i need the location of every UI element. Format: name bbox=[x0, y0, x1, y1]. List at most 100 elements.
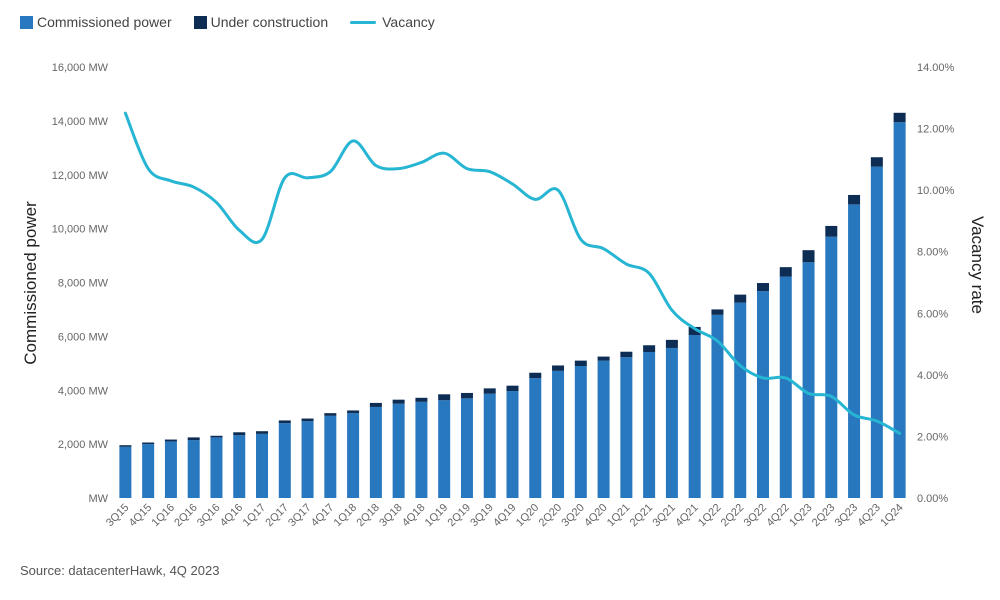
bar-commissioned-power bbox=[324, 415, 337, 498]
x-tick-label: 4Q23 bbox=[855, 502, 883, 530]
bar-under-construction bbox=[756, 283, 769, 292]
bar-commissioned-power bbox=[779, 276, 792, 498]
bar-commissioned-power bbox=[142, 444, 155, 498]
bar-under-construction bbox=[711, 309, 724, 315]
bar-commissioned-power bbox=[483, 393, 496, 498]
right-tick-label: 14.00% bbox=[917, 62, 955, 74]
bar-commissioned-power bbox=[848, 204, 861, 498]
legend-item-commissioned-power: Commissioned power bbox=[20, 14, 172, 30]
legend-label-vacancy: Vacancy bbox=[382, 14, 435, 30]
bar-commissioned-power bbox=[734, 302, 747, 498]
legend-label-commissioned-power: Commissioned power bbox=[37, 14, 172, 30]
bar-under-construction bbox=[438, 394, 451, 401]
bar-commissioned-power bbox=[278, 423, 291, 498]
legend-swatch-under-construction bbox=[193, 15, 207, 29]
bar-under-construction bbox=[688, 326, 701, 336]
bar-under-construction bbox=[347, 410, 360, 414]
x-tick-label: 3Q21 bbox=[650, 502, 678, 530]
x-tick-label: 1Q22 bbox=[696, 502, 724, 530]
left-tick-label: 10,000 MW bbox=[52, 224, 109, 236]
legend-label-under-construction: Under construction bbox=[210, 14, 329, 30]
vacancy-line-series bbox=[123, 111, 902, 435]
bar-commissioned-power bbox=[392, 403, 405, 498]
bar-commissioned-power bbox=[688, 335, 701, 498]
x-tick-label: 2Q22 bbox=[719, 502, 747, 530]
bar-commissioned-power bbox=[552, 370, 565, 498]
bar-commissioned-power bbox=[711, 314, 724, 498]
left-tick-label: 16,000 MW bbox=[52, 62, 109, 74]
right-axis-ticks: 0.00% 2.00% 4.00% 6.00% 8.00% 10.00% 12.00% 14.… bbox=[917, 62, 955, 505]
x-tick-label: 3Q17 bbox=[286, 502, 314, 530]
x-tick-label: 3Q22 bbox=[742, 502, 770, 530]
vacancy-line bbox=[123, 111, 902, 435]
x-tick-label: 2Q20 bbox=[537, 502, 565, 530]
bar-under-construction bbox=[415, 397, 428, 402]
x-tick-label: 2Q16 bbox=[172, 502, 200, 530]
legend-line-vacancy bbox=[350, 20, 377, 24]
bar-commissioned-power bbox=[119, 446, 132, 498]
bar-under-construction bbox=[164, 439, 177, 442]
right-tick-label: 8.00% bbox=[917, 247, 948, 259]
bar-under-construction bbox=[324, 413, 337, 416]
bar-under-construction bbox=[278, 420, 291, 424]
x-tick-label: 4Q20 bbox=[582, 502, 610, 530]
right-tick-label: 2.00% bbox=[917, 431, 948, 443]
bar-under-construction bbox=[870, 157, 883, 167]
left-tick-label: 12,000 MW bbox=[52, 170, 109, 182]
bar-commissioned-power bbox=[438, 400, 451, 498]
bar-under-construction bbox=[369, 402, 382, 407]
bar-series bbox=[119, 112, 906, 499]
bar-commissioned-power bbox=[210, 437, 223, 498]
x-tick-label: 2Q19 bbox=[446, 502, 474, 530]
left-axis-title: Commissioned power bbox=[21, 201, 40, 365]
left-tick-label: MW bbox=[88, 493, 108, 505]
right-tick-label: 4.00% bbox=[917, 370, 948, 382]
bar-under-construction bbox=[643, 345, 656, 352]
bar-under-construction bbox=[392, 399, 405, 404]
bar-under-construction bbox=[779, 267, 792, 277]
bar-under-construction bbox=[142, 442, 155, 445]
bar-under-construction bbox=[893, 112, 906, 123]
legend-item-under-construction: Under construction bbox=[193, 14, 329, 30]
x-tick-label: 3Q15 bbox=[104, 502, 132, 530]
bar-under-construction bbox=[552, 365, 565, 371]
bar-under-construction bbox=[597, 356, 610, 361]
bar-commissioned-power bbox=[756, 291, 769, 498]
bar-under-construction bbox=[620, 351, 633, 358]
x-tick-label: 1Q18 bbox=[332, 502, 360, 530]
bar-commissioned-power bbox=[529, 378, 542, 498]
left-tick-label: 6,000 MW bbox=[58, 331, 109, 343]
x-tick-label: 2Q17 bbox=[263, 502, 291, 530]
legend-swatch-commissioned-power bbox=[20, 15, 33, 29]
left-axis-ticks: MW 2,000 MW 4,000 MW 6,000 MW 8,000 MW 10,000… bbox=[52, 62, 109, 505]
x-tick-label: 4Q22 bbox=[764, 502, 792, 530]
bar-commissioned-power bbox=[301, 421, 314, 498]
bar-commissioned-power bbox=[415, 401, 428, 498]
bar-under-construction bbox=[574, 360, 587, 367]
x-tick-label: 2Q23 bbox=[810, 502, 838, 530]
right-tick-label: 12.00% bbox=[917, 124, 955, 136]
x-tick-label: 4Q18 bbox=[400, 502, 428, 530]
x-axis-ticks: 3Q154Q151Q162Q163Q164Q161Q172Q173Q174Q17… bbox=[104, 502, 906, 530]
left-tick-label: 8,000 MW bbox=[58, 278, 109, 290]
bar-under-construction bbox=[529, 372, 542, 379]
chart-legend: Commissioned power Under construction Va… bbox=[20, 14, 457, 30]
left-tick-label: 14,000 MW bbox=[52, 116, 109, 128]
bar-under-construction bbox=[734, 294, 747, 303]
bar-commissioned-power bbox=[597, 360, 610, 498]
x-tick-label: 3Q23 bbox=[833, 502, 861, 530]
x-tick-label: 1Q21 bbox=[605, 502, 633, 530]
x-tick-label: 4Q19 bbox=[491, 502, 519, 530]
x-tick-label: 4Q15 bbox=[127, 502, 155, 530]
bar-commissioned-power bbox=[506, 391, 519, 498]
bar-commissioned-power bbox=[643, 351, 656, 498]
x-tick-label: 1Q17 bbox=[241, 502, 269, 530]
x-tick-label: 3Q18 bbox=[377, 502, 405, 530]
right-tick-label: 0.00% bbox=[917, 493, 948, 505]
bar-under-construction bbox=[460, 392, 473, 399]
bar-commissioned-power bbox=[665, 347, 678, 498]
x-tick-label: 1Q16 bbox=[150, 502, 178, 530]
x-tick-label: 4Q17 bbox=[309, 502, 337, 530]
x-tick-label: 1Q24 bbox=[878, 502, 906, 530]
